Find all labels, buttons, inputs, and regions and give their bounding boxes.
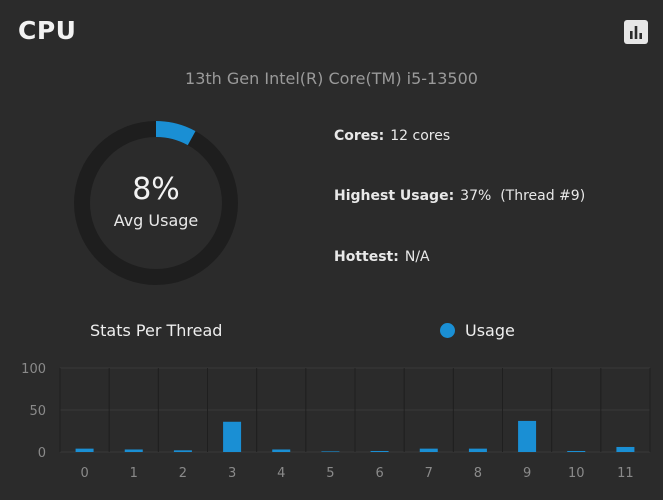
x-tick-label: 2	[179, 466, 187, 481]
legend-swatch	[440, 323, 455, 338]
x-tick-label: 11	[617, 466, 634, 481]
page-title: CPU	[18, 16, 77, 45]
bar-thread-1	[124, 449, 143, 452]
y-tick-label: 0	[38, 446, 46, 461]
chart-legend[interactable]: Usage	[440, 321, 515, 340]
x-tick-label: 1	[130, 466, 138, 481]
stat-highest-usage-value: 37% (Thread #9)	[460, 188, 586, 204]
x-tick-label: 7	[425, 466, 433, 481]
bar-thread-10	[567, 451, 586, 452]
x-tick-label: 9	[523, 466, 531, 481]
cpu-model-name: 13th Gen Intel(R) Core(TM) i5-13500	[185, 69, 478, 88]
usage-gauge	[74, 121, 238, 285]
bar-chart-icon	[630, 26, 642, 39]
bar-thread-0	[75, 448, 94, 452]
stat-hottest-key: Hottest:	[334, 249, 399, 265]
x-tick-label: 0	[80, 466, 88, 481]
x-tick-label: 10	[568, 466, 585, 481]
bar-chart-button[interactable]	[624, 20, 648, 44]
x-tick-label: 3	[228, 466, 236, 481]
bar-thread-7	[419, 448, 438, 452]
gauge-fill-arc	[155, 121, 196, 146]
stat-hottest-value: N/A	[404, 249, 430, 265]
x-tick-label: 6	[375, 466, 383, 481]
y-tick-label: 100	[21, 362, 46, 377]
per-thread-title: Stats Per Thread	[90, 321, 223, 340]
x-tick-label: 5	[326, 466, 334, 481]
stat-hottest: Hottest: N/A	[334, 249, 430, 265]
avg-usage-value: 8%	[132, 172, 180, 207]
stat-highest-usage: Highest Usage: 37% (Thread #9)	[334, 188, 585, 204]
x-tick-label: 8	[474, 466, 482, 481]
stat-cores: Cores: 12 cores	[334, 128, 450, 144]
avg-usage-label: Avg Usage	[113, 211, 199, 230]
y-tick-label: 50	[29, 404, 46, 419]
per-thread-bar-chart: 0 50 100 0 1 2 3 4 5 6 7 8 9 10 11	[21, 362, 651, 481]
bar-thread-9	[518, 420, 537, 452]
stat-cores-key: Cores:	[334, 128, 385, 144]
bar-thread-2	[173, 450, 192, 452]
bar-thread-8	[468, 448, 487, 452]
x-tick-label: 4	[277, 466, 285, 481]
bar-thread-6	[370, 451, 389, 452]
stat-cores-value: 12 cores	[390, 128, 451, 144]
legend-label: Usage	[465, 321, 515, 340]
bar-thread-5	[321, 451, 340, 452]
stat-highest-usage-key: Highest Usage:	[334, 188, 455, 204]
bar-thread-11	[616, 446, 635, 452]
bar-thread-4	[272, 449, 291, 452]
bar-thread-3	[223, 421, 242, 452]
